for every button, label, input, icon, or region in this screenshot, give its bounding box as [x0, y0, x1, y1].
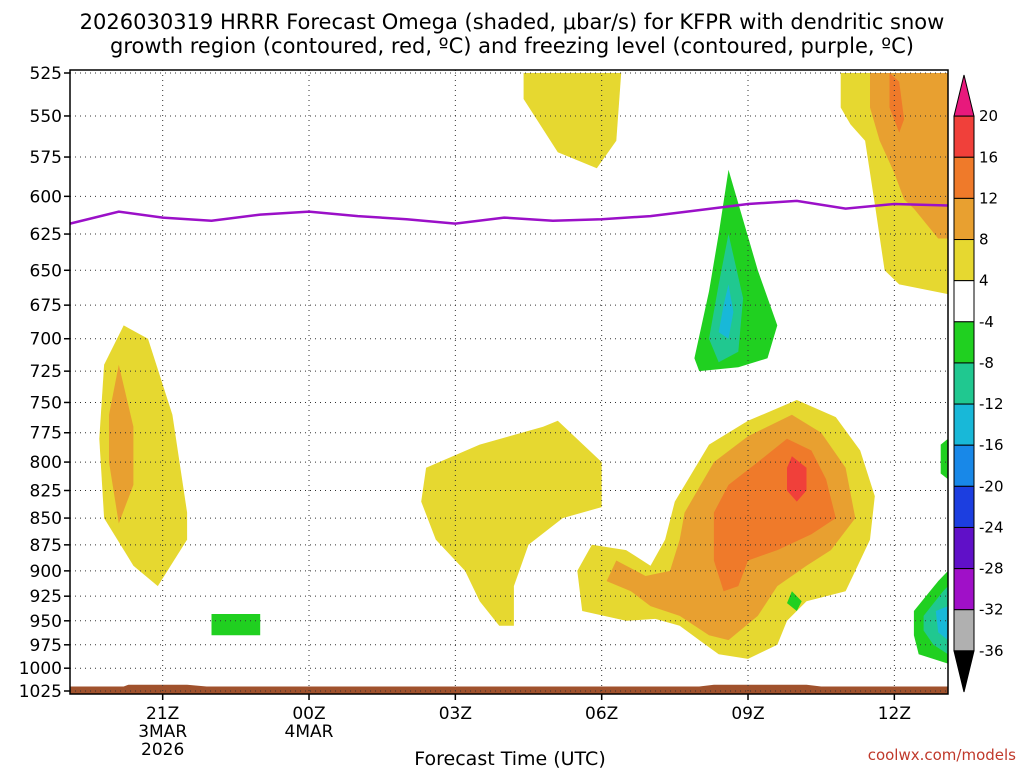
colorbar-label-0: 20 — [979, 107, 998, 125]
freezing-level-contour — [69, 199, 949, 225]
freezing-level-line — [69, 199, 949, 225]
chart-title-line2: growth region (contoured, red, ºC) and f… — [110, 34, 914, 58]
colorbar-segment-top-arrow — [953, 74, 975, 117]
x-tick-label-03Z: 03Z — [439, 704, 472, 724]
x-tick-label-00Z: 00Z — [292, 704, 325, 724]
y-tick-label-900: 900 — [30, 562, 62, 582]
y-tick-label-800: 800 — [30, 453, 62, 473]
colorbar-segment-3 — [953, 197, 975, 241]
omega-region-right-top-deep — [889, 73, 905, 133]
y-tick-label-850: 850 — [30, 509, 62, 529]
omega-region-mid-blob — [421, 420, 602, 626]
colorbar: 20 16 12 8 4 -4 -8 -12 -16 -20 -24 -28 -32 -36 — [953, 74, 1004, 693]
terrain-polygon — [70, 684, 948, 694]
omega-region-corner-blue — [935, 606, 948, 641]
colorbar-label-12: -32 — [979, 601, 1004, 619]
colorbar-segment-2 — [953, 156, 975, 199]
colorbar-segment-7 — [953, 362, 975, 405]
colorbar-label-8: -16 — [979, 436, 1004, 454]
colorbar-label-1: 16 — [979, 148, 998, 166]
colorbar-segment-13 — [953, 609, 975, 652]
y-tick-label-725: 725 — [30, 362, 62, 382]
y-tick-label-750: 750 — [30, 393, 62, 413]
y-tick-label-950: 950 — [30, 612, 62, 632]
colorbar-label-11: -28 — [979, 560, 1004, 578]
plot-frame — [69, 69, 949, 695]
x-tick-label-06Z: 06Z — [585, 704, 618, 724]
chart-title-line1: 2026030319 HRRR Forecast Omega (shaded, … — [80, 10, 945, 34]
omega-region-green-spike-core — [718, 284, 734, 339]
omega-shaded-regions — [99, 73, 948, 664]
colorbar-label-4: 4 — [979, 272, 989, 290]
colorbar-segment-5 — [953, 280, 975, 323]
y-tick-label-625: 625 — [30, 225, 62, 245]
colorbar-label-9: -20 — [979, 477, 1004, 495]
colorbar-segment-9 — [953, 444, 975, 487]
colorbar-segment-6 — [953, 321, 975, 364]
y-tick-label-875: 875 — [30, 536, 62, 556]
y-tick-label-550: 550 — [30, 107, 62, 127]
y-tick-label-1025: 1025 — [19, 682, 62, 702]
omega-region-right-low-red — [787, 456, 807, 502]
colorbar-segment-11 — [953, 526, 975, 570]
x-axis-label: Forecast Time (UTC) — [414, 748, 605, 768]
x-tick-sub1-00Z: 4MAR — [285, 722, 334, 742]
terrain-fill — [70, 684, 948, 694]
omega-region-corner-teal — [923, 586, 948, 655]
x-tick-label-09Z: 09Z — [731, 704, 764, 724]
y-tick-label-600: 600 — [30, 187, 62, 207]
colorbar-label-7: -12 — [979, 395, 1004, 413]
omega-region-early-col-core — [109, 364, 134, 524]
y-tick-label-650: 650 — [30, 261, 62, 281]
y-tick-label-775: 775 — [30, 424, 62, 444]
colorbar-segment-8 — [953, 403, 975, 446]
colorbar-segment-bottom-arrow — [953, 650, 975, 693]
colorbar-segment-12 — [953, 568, 975, 611]
grid-lines — [70, 70, 948, 694]
colorbar-label-2: 12 — [979, 189, 998, 207]
colorbar-label-13: -36 — [979, 642, 1004, 660]
y-tick-label-675: 675 — [30, 296, 62, 316]
y-tick-label-525: 525 — [30, 64, 62, 84]
colorbar-segment-4 — [953, 239, 975, 282]
x-tick-sub2-21Z: 2026 — [141, 740, 184, 760]
y-axis-ticks: 525 550 575 600 625 650 675 700 725 750 775 800 825 8… — [19, 64, 70, 702]
x-tick-label-12Z: 12Z — [878, 704, 911, 724]
y-tick-label-1000: 1000 — [19, 659, 62, 679]
colorbar-label-5: -4 — [979, 313, 994, 331]
omega-region-small-green — [211, 614, 261, 636]
y-tick-label-975: 975 — [30, 636, 62, 656]
colorbar-segment-1 — [953, 115, 975, 158]
y-tick-label-700: 700 — [30, 330, 62, 350]
x-tick-sub1-21Z: 3MAR — [138, 722, 187, 742]
colorbar-label-3: 8 — [979, 231, 989, 249]
y-tick-label-925: 925 — [30, 587, 62, 607]
omega-region-edge-green — [940, 438, 948, 480]
colorbar-label-10: -24 — [979, 518, 1004, 536]
colorbar-segment-10 — [953, 485, 975, 528]
y-tick-label-575: 575 — [30, 148, 62, 168]
y-tick-label-825: 825 — [30, 481, 62, 501]
x-tick-label-21Z: 21Z — [146, 704, 179, 724]
credit-text: coolwx.com/models — [868, 746, 1016, 764]
colorbar-label-6: -8 — [979, 354, 994, 372]
omega-region-top-blob — [523, 73, 622, 169]
omega-region-right-top-orange — [870, 73, 948, 239]
